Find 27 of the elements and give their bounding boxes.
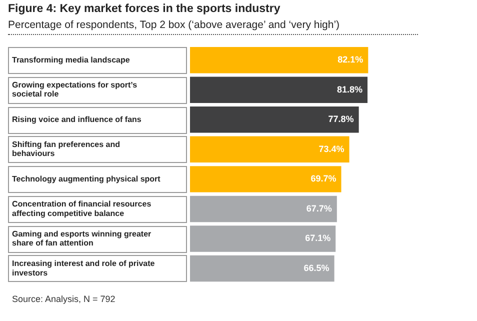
data-label: 73.4% — [318, 144, 344, 154]
bar — [190, 226, 336, 252]
bar — [190, 76, 368, 103]
y-tick-label: Increasing interest and role of private investors — [12, 259, 156, 278]
data-label: 69.7% — [310, 174, 336, 184]
y-tick-label: Concentration of financial resources affecting competitive balance — [12, 200, 152, 218]
data-label: 81.8% — [336, 84, 363, 94]
data-label: 67.7% — [306, 203, 332, 214]
bar — [190, 46, 368, 74]
bar — [190, 106, 359, 133]
bar — [190, 255, 334, 282]
chart-subtitle: Percentage of respondents, Top 2 box (‘above average’ and ‘very high’) — [8, 19, 418, 35]
source-note: Source: Analysis, N = 792 — [12, 294, 116, 304]
bar — [190, 166, 342, 192]
data-label: 77.8% — [328, 114, 354, 124]
y-tick-label: Gaming and esports winning greater share of fan attention — [12, 229, 152, 248]
y-tick-label: Shifting fan preferences and behaviours — [12, 140, 120, 158]
chart-title: Figure 4: Key market forces in the sports industry — [8, 3, 280, 15]
data-label: 66.5% — [304, 262, 330, 273]
bar — [190, 196, 337, 222]
y-tick-label: Technology augmenting physical sport — [12, 174, 161, 184]
bar — [190, 136, 350, 163]
y-tick-label: Growing expectations for sport’s societal role — [12, 80, 138, 99]
data-label: 67.1% — [305, 233, 331, 244]
data-label: 82.1% — [338, 54, 364, 65]
y-tick-label: Transforming media landscape — [12, 55, 130, 64]
y-tick-label: Rising voice and influence of fans — [12, 114, 142, 124]
